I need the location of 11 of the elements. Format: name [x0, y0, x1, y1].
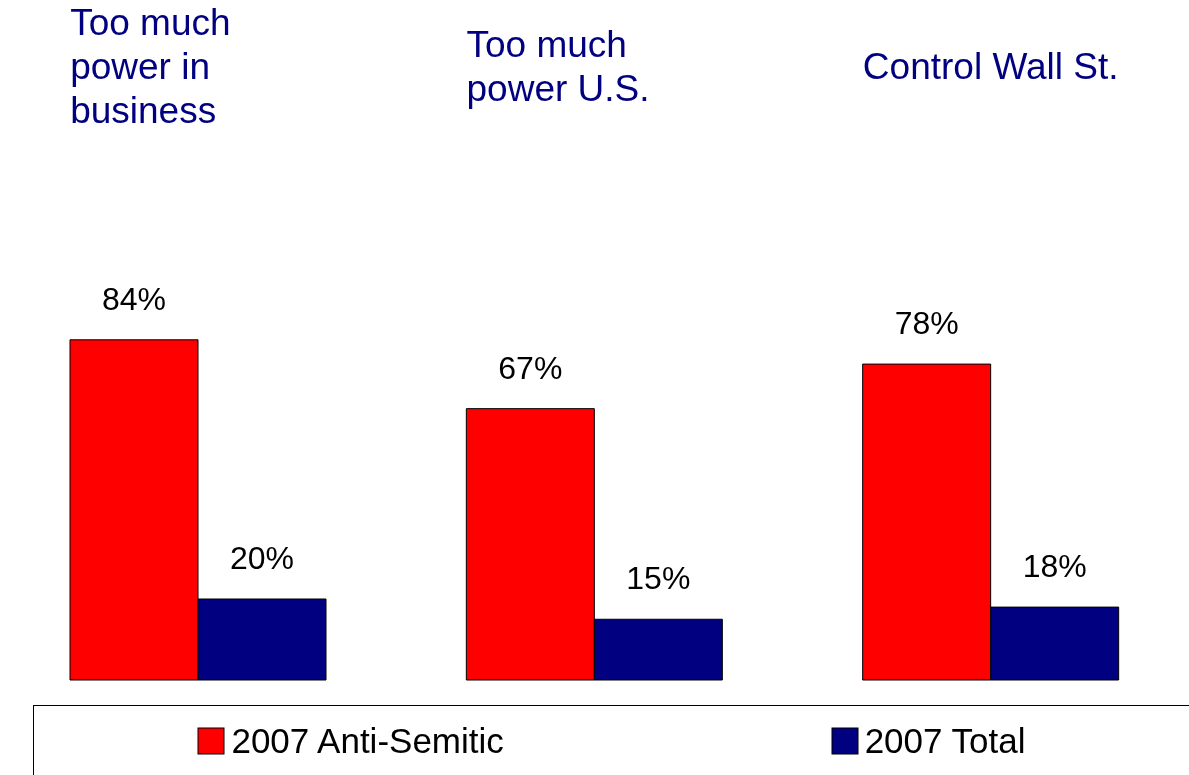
- data-label: 18%: [1022, 548, 1087, 585]
- x-tick-label: Too much power in business: [70, 1, 231, 131]
- data-label: 20%: [229, 540, 295, 576]
- data-label: 84%: [101, 280, 167, 317]
- legend-label: 2007 Anti-Semitic: [231, 720, 504, 761]
- legend-label: 2007 Total: [864, 720, 1026, 761]
- data-label: 15%: [626, 560, 691, 597]
- x-tick-label: Control Wall St.: [862, 45, 1119, 87]
- data-label: 78%: [894, 305, 959, 342]
- x-tick-label: Too much power U.S.: [466, 23, 650, 109]
- data-label: 67%: [498, 349, 563, 386]
